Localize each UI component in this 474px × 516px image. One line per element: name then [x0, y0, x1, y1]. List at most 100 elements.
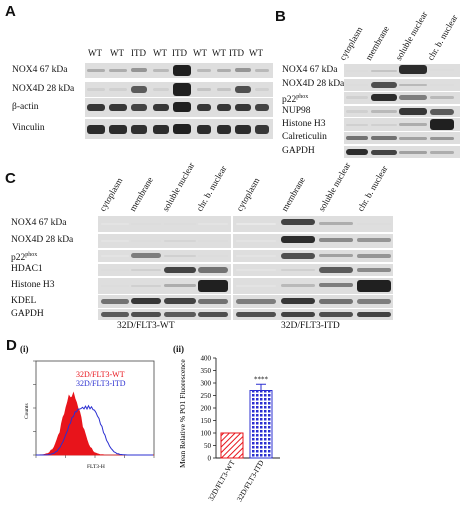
blot-band: [281, 236, 315, 243]
row-label-text: Vinculin: [12, 123, 45, 133]
histogram-xlabel: FLT3-H: [87, 464, 105, 470]
lane-header: WT: [212, 48, 226, 58]
blot-strip-itd: [233, 264, 393, 276]
blot-band: [235, 68, 251, 72]
row-label-text: GAPDH: [11, 308, 44, 319]
fraction-header: soluble nuclear: [160, 160, 197, 213]
blot-strip-wt: [98, 250, 231, 262]
blot-band: [371, 110, 397, 113]
blot-band: [101, 299, 129, 304]
bar-ylabel: Mean Relative % PO1 Fluorescence: [178, 359, 187, 468]
blot-band: [430, 109, 454, 115]
blot-band: [131, 269, 161, 271]
row-label: NOX4D 28 kDa: [12, 84, 74, 95]
lane-header: WT: [110, 48, 124, 58]
blot-band: [153, 104, 169, 111]
row-label: NOX4D 28 kDa: [282, 79, 344, 90]
bar-y-tick-label: 150: [201, 417, 212, 425]
blot-strip-wt: [98, 278, 231, 294]
row-label: p22phox: [282, 92, 308, 106]
blot-band: [346, 70, 368, 72]
blot-strip-itd: [233, 278, 393, 294]
blot-band: [371, 82, 397, 88]
fraction-header: membrane: [279, 175, 307, 213]
blot-strip-wt: [98, 264, 231, 276]
blot-band: [357, 268, 391, 272]
blot-band: [346, 136, 368, 140]
row-label: Histone H3: [11, 280, 55, 291]
blot-band: [399, 137, 427, 140]
blot-band: [198, 280, 228, 292]
lane-header: ITD: [229, 48, 244, 58]
blot-band: [217, 88, 231, 91]
blot-band: [236, 285, 276, 287]
blot-strip-itd: [233, 216, 393, 232]
blot-strip-itd: [233, 250, 393, 262]
blot-band: [399, 108, 427, 115]
blot-band: [319, 283, 353, 287]
blot-band: [357, 223, 391, 225]
blot-band: [101, 223, 129, 225]
row-label-text: NOX4D 28 kDa: [282, 79, 345, 89]
blot-band: [131, 240, 161, 242]
blot-band: [101, 255, 129, 257]
blot-band: [430, 84, 454, 86]
blot-band: [281, 269, 315, 271]
blot-strip: [85, 82, 273, 97]
blot-band: [281, 219, 315, 225]
row-label-text: β-actin: [12, 101, 39, 112]
blot-band: [109, 125, 127, 134]
blot-band: [430, 137, 454, 140]
row-label-sup: phox: [296, 94, 309, 100]
blot-band: [217, 125, 231, 134]
fraction-header: soluble nuclear: [316, 160, 353, 213]
panel-letter-d: D: [6, 337, 17, 354]
row-label-text: NUP98: [282, 105, 311, 116]
blot-band: [430, 119, 454, 130]
blot-band: [164, 255, 196, 257]
blot-band: [153, 88, 169, 91]
blot-band: [198, 223, 228, 225]
blot-band: [346, 149, 368, 155]
blot-band: [236, 299, 276, 304]
row-label: Vinculin: [12, 123, 45, 134]
blot-band: [131, 312, 161, 317]
blot-band: [357, 312, 391, 317]
blot-band: [173, 102, 191, 112]
fraction-header: membrane: [127, 175, 155, 213]
blot-strip-itd: [233, 234, 393, 248]
blot-band: [101, 312, 129, 317]
blot-band: [198, 312, 228, 317]
blot-band: [319, 238, 353, 242]
blot-band: [235, 86, 251, 93]
blot-strip: [344, 118, 460, 131]
blot-band: [197, 104, 211, 111]
lane-header: ITD: [131, 48, 146, 58]
blot-band: [236, 269, 276, 271]
blot-strip-wt: [98, 216, 231, 232]
row-label-text: NOX4 67 kDa: [11, 218, 67, 228]
blot-band: [346, 110, 368, 113]
subpanel-ii-label: (ii): [173, 344, 184, 354]
blot-band: [131, 86, 147, 93]
blot-band: [357, 238, 391, 242]
blot-band: [217, 104, 231, 111]
lane-header: WT: [193, 48, 207, 58]
blot-band: [346, 84, 368, 86]
row-label-text: NOX4D 28 kDa: [12, 83, 75, 94]
blot-band: [164, 240, 196, 242]
blot-strip-wt: [98, 234, 231, 248]
row-label-text: GAPDH: [282, 146, 315, 156]
group-label-itd: 32D/FLT3-ITD: [281, 321, 340, 331]
blot-band: [430, 96, 454, 99]
bar-y-tick-label: 100: [201, 430, 212, 438]
blot-band: [281, 253, 315, 259]
blot-band: [198, 255, 228, 257]
blot-band: [281, 298, 315, 304]
lane-header: WT: [249, 48, 263, 58]
row-label: NOX4 67 kDa: [282, 65, 337, 76]
histogram-legend-wt: 32D/FLT3-WT: [76, 370, 125, 379]
blot-band: [319, 299, 353, 304]
fraction-header: chr. b. nuclear: [194, 163, 229, 213]
blot-band: [164, 267, 196, 273]
